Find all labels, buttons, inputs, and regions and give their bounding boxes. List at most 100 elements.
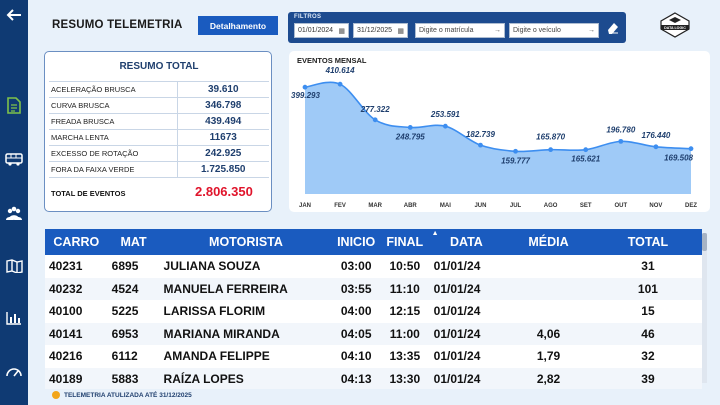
table-row[interactable]: 40189 5883 RAÍZA LOPES 04:13 13:30 01/01/24 2,…: [45, 367, 702, 389]
x-tick-label: JUN: [474, 203, 486, 209]
arrow-right-icon[interactable]: →: [494, 27, 501, 34]
column-header[interactable]: ▲ DATA: [429, 229, 504, 255]
table-cell: AMANDA FELIPPE: [159, 345, 333, 368]
veiculo-input[interactable]: Digite o veículo →: [509, 23, 599, 38]
summary-title: RESUMO TOTAL: [119, 61, 199, 72]
column-header[interactable]: FINAL: [379, 229, 430, 255]
total-events-label: TOTAL DE EVENTOS: [51, 189, 126, 198]
data-point[interactable]: [478, 142, 483, 148]
table-cell: 01/01/24: [429, 255, 504, 278]
summary-value: 242.925: [177, 145, 269, 162]
filters-panel: FILTROS 01/01/2024 ▦ 31/12/2025 ▦ Digite…: [288, 12, 626, 43]
summary-label: Marcha Lenta: [49, 129, 178, 146]
date-start-input[interactable]: 01/01/2024 ▦: [294, 23, 349, 38]
data-label: 196.780: [606, 125, 635, 134]
x-tick-label: DEZ: [685, 203, 697, 209]
summary-value: 439.494: [177, 113, 269, 130]
date-end-value: 31/12/2025: [357, 27, 393, 34]
chart-title: EVENTOS MENSAL: [297, 56, 367, 65]
monthly-events-chart: EVENTOS MENSAL 399.293 JAN 410.614 FEV 277.3…: [289, 51, 710, 212]
table-cell: 04:13: [332, 367, 380, 389]
back-arrow-icon[interactable]: [0, 8, 28, 22]
summary-label: Aceleração Brusca: [49, 81, 178, 98]
data-point[interactable]: [302, 84, 308, 90]
summary-value: 11673: [177, 129, 269, 146]
users-icon[interactable]: [0, 206, 28, 221]
table-row[interactable]: 40231 6895 JULIANA SOUZA 03:00 10:50 01/01/24…: [45, 255, 702, 278]
data-point[interactable]: [513, 148, 518, 154]
column-header[interactable]: MAT: [107, 229, 160, 255]
date-end-input[interactable]: 31/12/2025 ▦: [353, 23, 408, 38]
table-cell: 11:10: [379, 277, 430, 300]
calendar-icon[interactable]: ▦: [397, 28, 404, 35]
data-label: 176.440: [641, 131, 670, 140]
sort-arrow-icon[interactable]: ▲: [431, 230, 439, 237]
table-cell: 03:55: [332, 277, 380, 300]
company-logo: DATA LOGIC: [658, 12, 692, 38]
table-cell: 04:00: [332, 300, 380, 323]
data-point[interactable]: [688, 146, 694, 152]
data-point[interactable]: [618, 138, 624, 144]
x-tick-label: FEV: [334, 203, 346, 209]
bus-icon[interactable]: [0, 153, 28, 166]
detalhamento-button[interactable]: Detalhamento: [198, 16, 278, 35]
column-header[interactable]: MOTORISTA: [159, 229, 333, 255]
table-row[interactable]: 40232 4524 MANUELA FERREIRA 03:55 11:10 01/01…: [45, 277, 702, 300]
data-point[interactable]: [653, 144, 659, 150]
summary-row: Marcha Lenta 11673: [49, 129, 269, 146]
table-cell: RAÍZA LOPES: [159, 367, 333, 389]
table-row[interactable]: 40141 6953 MARIANA MIRANDA 04:05 11:00 01/01/…: [45, 322, 702, 345]
calendar-icon[interactable]: ▦: [338, 28, 345, 35]
table-cell: 39: [593, 367, 702, 389]
bar-chart-icon[interactable]: [0, 311, 28, 325]
column-header[interactable]: CARRO: [45, 229, 108, 255]
matricula-input[interactable]: Digite o matrícula →: [415, 23, 505, 38]
summary-value: 1.725.850: [177, 161, 269, 178]
table-cell: 5225: [107, 300, 160, 323]
data-point[interactable]: [442, 123, 448, 129]
data-label: 248.795: [395, 132, 425, 141]
data-label: 169.508: [664, 154, 693, 163]
data-point[interactable]: [337, 81, 343, 87]
table-cell: 4,06: [503, 322, 594, 345]
column-header[interactable]: TOTAL: [593, 229, 702, 255]
table-cell: 10:50: [379, 255, 430, 278]
summary-label: Excesso de rotação: [49, 145, 178, 162]
data-label: 182.739: [466, 130, 495, 139]
data-point[interactable]: [583, 147, 589, 153]
table-scrollbar[interactable]: [702, 233, 707, 383]
data-point[interactable]: [407, 125, 413, 130]
table-cell: 46: [593, 322, 702, 345]
column-header[interactable]: INICIO: [332, 229, 380, 255]
speedometer-icon[interactable]: [0, 365, 28, 377]
table-cell: 01/01/24: [429, 300, 504, 323]
arrow-right-icon[interactable]: →: [588, 27, 595, 34]
table-cell: 40231: [45, 255, 108, 278]
series-line: [304, 81, 692, 153]
data-point[interactable]: [372, 117, 378, 123]
table-cell: 40216: [45, 345, 108, 368]
table-cell: [503, 277, 594, 300]
column-header-label: DATA: [449, 235, 483, 249]
scrollbar-thumb[interactable]: [702, 233, 707, 251]
eraser-icon[interactable]: [606, 21, 620, 40]
table-row[interactable]: 40100 5225 LARISSA FLORIM 04:00 12:15 01/01/2…: [45, 300, 702, 323]
data-label: 410.614: [325, 66, 355, 75]
document-icon[interactable]: [0, 97, 28, 114]
data-point[interactable]: [548, 147, 554, 153]
chart-svg: 399.293 JAN 410.614 FEV 277.322 MAR 248.795 ABR…: [291, 66, 697, 209]
data-label: 277.322: [360, 105, 390, 114]
x-tick-label: OUT: [614, 203, 627, 209]
table-row[interactable]: 40216 6112 AMANDA FELIPPE 04:10 13:35 01/01/2…: [45, 345, 702, 368]
summary-card: RESUMO TOTAL Aceleração Brusca 39.610 Cur…: [44, 51, 272, 212]
column-header[interactable]: MÉDIA: [503, 229, 594, 255]
table-cell: 01/01/24: [429, 277, 504, 300]
sidebar: [0, 0, 28, 405]
table-cell: 03:00: [332, 255, 380, 278]
total-events-value: 2.806.350: [195, 184, 253, 199]
summary-label: Freada Brusca: [49, 113, 178, 130]
table-cell: 01/01/24: [429, 322, 504, 345]
map-icon[interactable]: [0, 259, 28, 273]
table-cell: JULIANA SOUZA: [159, 255, 333, 278]
summary-label: Fora da faixa verde: [49, 161, 178, 178]
